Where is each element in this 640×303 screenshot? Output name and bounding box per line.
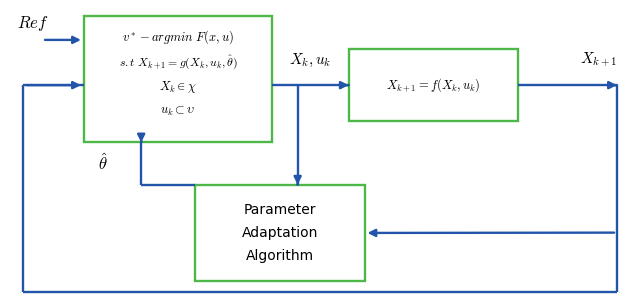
Text: $X_k \in \chi$: $X_k \in \chi$ [159,79,197,95]
FancyBboxPatch shape [349,49,518,121]
Text: $X_k, u_k$: $X_k, u_k$ [289,52,332,68]
Text: $u_k \subset \upsilon$: $u_k \subset \upsilon$ [161,105,195,118]
Text: Adaptation: Adaptation [242,226,318,240]
FancyBboxPatch shape [84,16,272,142]
Text: Parameter: Parameter [244,203,316,217]
Text: Algorithm: Algorithm [246,248,314,263]
Text: $Ref$: $Ref$ [17,14,48,33]
Text: $X_{k+1} = f(X_k,u_k)$: $X_{k+1} = f(X_k,u_k)$ [386,76,481,94]
Text: $s.t\ X_{k+1} = g(X_k,u_k,\hat{\theta})$: $s.t\ X_{k+1} = g(X_k,u_k,\hat{\theta})$ [118,53,237,71]
Text: $v^* - argmin\ F(x,u)$: $v^* - argmin\ F(x,u)$ [122,28,234,45]
Text: $\hat{\theta}$: $\hat{\theta}$ [98,153,108,174]
FancyBboxPatch shape [195,185,365,281]
Text: $X_{k+1}$: $X_{k+1}$ [580,50,617,68]
